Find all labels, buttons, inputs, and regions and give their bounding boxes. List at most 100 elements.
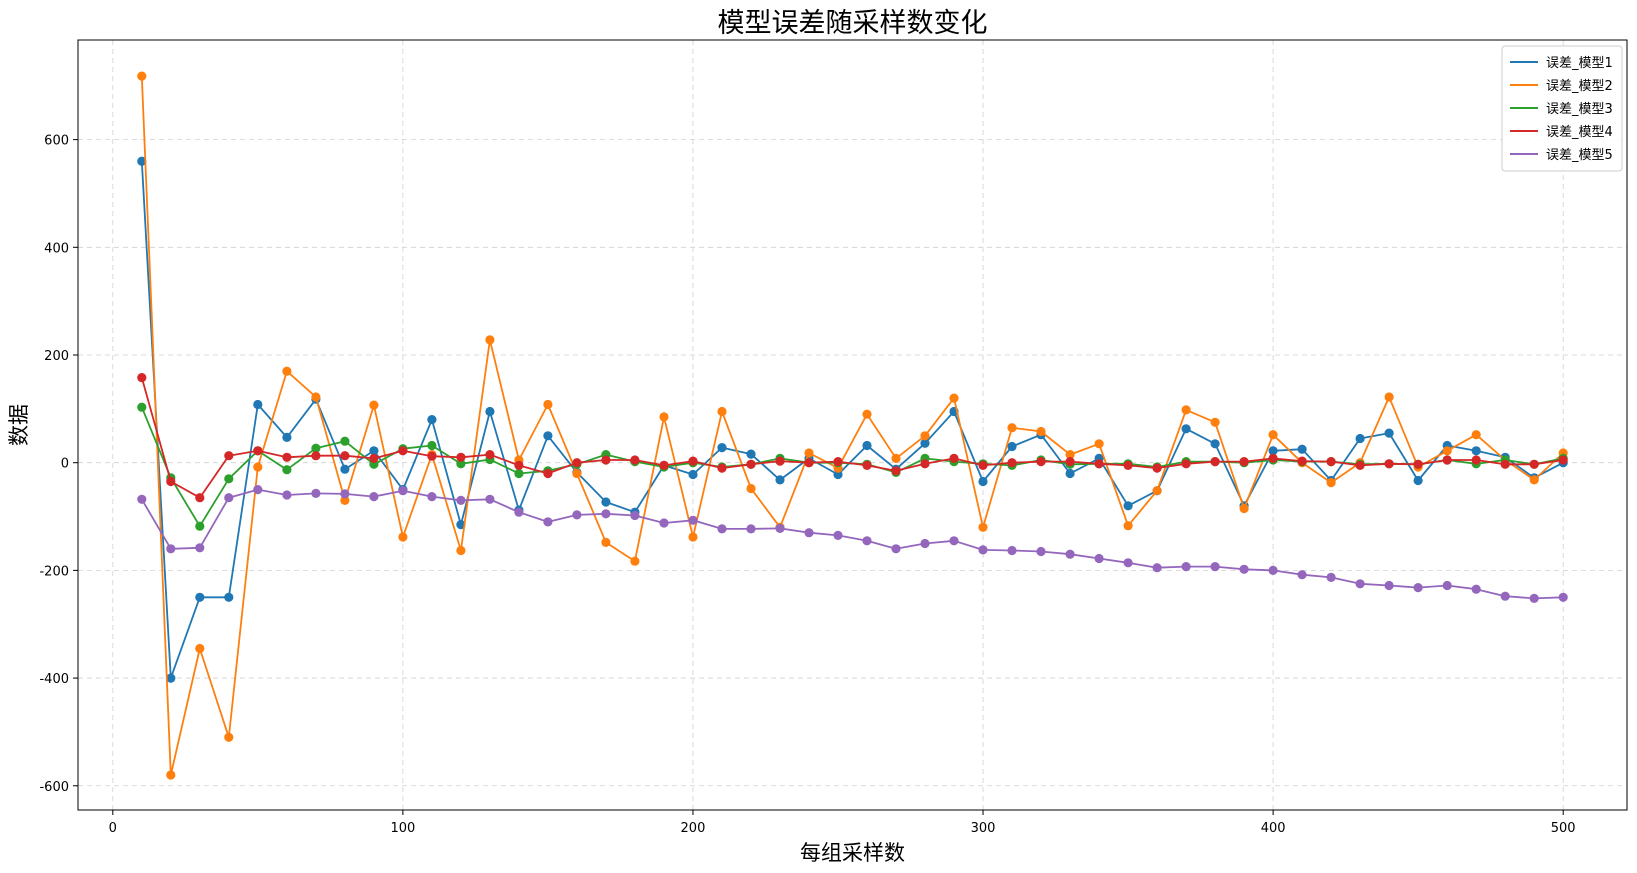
data-point bbox=[485, 406, 495, 417]
data-point bbox=[1094, 553, 1104, 564]
data-point bbox=[1210, 457, 1220, 467]
x-tick-label: 500 bbox=[1551, 821, 1576, 836]
data-point bbox=[1036, 546, 1046, 557]
data-point bbox=[978, 545, 988, 555]
plot-area bbox=[137, 71, 1568, 780]
data-point bbox=[1297, 456, 1307, 466]
data-point bbox=[369, 492, 379, 502]
data-point bbox=[1297, 444, 1307, 454]
data-point bbox=[804, 448, 814, 458]
data-point bbox=[1036, 426, 1046, 437]
legend-label: 误差_模型1 bbox=[1546, 56, 1613, 71]
data-point bbox=[775, 475, 785, 485]
data-point bbox=[659, 518, 669, 528]
data-point bbox=[630, 455, 640, 465]
data-point bbox=[1007, 423, 1017, 433]
data-point bbox=[253, 446, 263, 456]
data-point bbox=[1413, 475, 1423, 486]
data-point bbox=[572, 468, 582, 479]
data-point bbox=[253, 399, 263, 410]
data-point bbox=[1065, 450, 1075, 460]
data-point bbox=[427, 440, 437, 451]
data-point bbox=[1326, 572, 1336, 583]
data-point bbox=[659, 412, 669, 422]
data-point bbox=[1007, 545, 1017, 556]
legend-label: 误差_模型5 bbox=[1546, 148, 1613, 163]
series-2 bbox=[137, 71, 1568, 780]
data-point bbox=[920, 459, 930, 469]
data-point bbox=[1210, 562, 1220, 572]
data-point bbox=[1181, 405, 1191, 415]
data-point bbox=[137, 402, 147, 412]
data-point bbox=[311, 443, 321, 453]
data-point bbox=[1384, 580, 1394, 591]
data-point bbox=[369, 453, 379, 463]
data-point bbox=[804, 458, 814, 468]
data-point bbox=[1529, 459, 1539, 469]
data-point bbox=[427, 415, 437, 425]
y-tick-label: 200 bbox=[44, 349, 69, 364]
data-point bbox=[398, 532, 408, 542]
data-point bbox=[224, 451, 234, 461]
data-point bbox=[1239, 457, 1249, 467]
data-point bbox=[775, 523, 785, 534]
data-point bbox=[456, 495, 466, 505]
data-point bbox=[1181, 424, 1191, 434]
data-point bbox=[398, 486, 408, 496]
legend-label: 误差_模型4 bbox=[1546, 125, 1613, 140]
data-point bbox=[1210, 439, 1220, 449]
data-point bbox=[485, 494, 495, 504]
x-tick-label: 300 bbox=[971, 821, 996, 836]
data-point bbox=[601, 509, 611, 519]
data-point bbox=[514, 468, 524, 479]
y-tick-label: 400 bbox=[44, 241, 69, 256]
data-point bbox=[1384, 459, 1394, 469]
y-tick-label: 600 bbox=[44, 134, 69, 149]
legend-label: 误差_模型2 bbox=[1546, 79, 1613, 94]
data-point bbox=[1007, 441, 1017, 452]
data-point bbox=[195, 521, 205, 531]
data-point bbox=[746, 483, 756, 494]
data-point bbox=[543, 468, 553, 479]
data-point bbox=[746, 524, 756, 534]
data-point bbox=[1007, 458, 1017, 468]
data-point bbox=[1123, 501, 1133, 511]
x-tick-label: 100 bbox=[390, 821, 415, 836]
data-point bbox=[398, 446, 408, 456]
data-point bbox=[1413, 583, 1423, 593]
data-point bbox=[340, 436, 350, 446]
data-point bbox=[1384, 428, 1394, 438]
data-point bbox=[282, 432, 292, 442]
series-1 bbox=[137, 156, 1568, 683]
data-point bbox=[224, 474, 234, 484]
y-tick-label: -600 bbox=[39, 780, 69, 795]
data-point bbox=[1123, 460, 1133, 470]
data-point bbox=[891, 544, 901, 554]
data-point bbox=[543, 431, 553, 441]
data-point bbox=[1558, 592, 1568, 602]
data-point bbox=[1268, 565, 1278, 576]
data-point bbox=[137, 373, 147, 383]
data-point bbox=[1355, 460, 1365, 470]
data-point bbox=[282, 366, 292, 376]
data-point bbox=[1181, 459, 1191, 469]
data-point bbox=[630, 510, 640, 521]
data-point bbox=[195, 493, 205, 503]
data-point bbox=[1529, 593, 1539, 604]
data-point bbox=[166, 770, 176, 780]
y-tick-label: 0 bbox=[61, 457, 69, 472]
data-point bbox=[456, 520, 466, 530]
data-point bbox=[1094, 439, 1104, 449]
data-point bbox=[717, 443, 727, 453]
data-point bbox=[166, 673, 176, 683]
data-point bbox=[311, 392, 321, 402]
data-point bbox=[949, 453, 959, 463]
data-point bbox=[891, 453, 901, 463]
x-tick-label: 200 bbox=[681, 821, 706, 836]
data-point bbox=[485, 335, 495, 345]
data-point bbox=[1181, 562, 1191, 572]
data-point bbox=[543, 399, 553, 410]
data-point bbox=[166, 476, 176, 487]
data-point bbox=[282, 490, 292, 500]
data-point bbox=[427, 451, 437, 461]
